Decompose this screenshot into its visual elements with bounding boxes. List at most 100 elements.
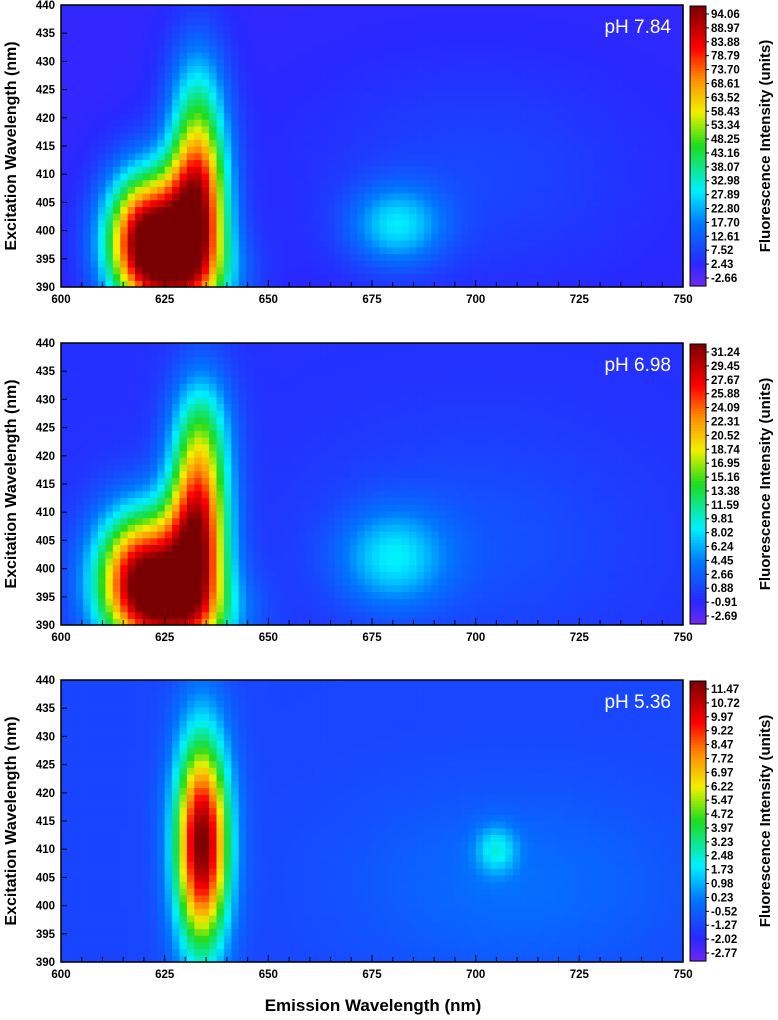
heatmap-cell xyxy=(438,11,447,20)
heatmap-cell xyxy=(668,25,677,33)
heatmap-cell xyxy=(283,132,292,140)
heatmap-cell xyxy=(527,125,536,134)
heatmap-cell xyxy=(542,524,551,532)
heatmap-cell xyxy=(512,179,521,187)
heatmap-cell xyxy=(327,253,336,261)
heatmap-cell xyxy=(209,112,218,120)
heatmap-cell xyxy=(164,206,173,214)
heatmap-cell xyxy=(349,266,358,275)
heatmap-cell xyxy=(112,213,121,221)
heatmap-cell xyxy=(438,166,447,174)
heatmap-cell xyxy=(253,112,262,120)
heatmap-cell xyxy=(164,105,173,114)
heatmap-cell xyxy=(90,598,99,606)
heatmap-cell xyxy=(223,557,232,566)
heatmap-cell xyxy=(616,578,625,586)
heatmap-cell xyxy=(209,199,218,208)
heatmap-cell xyxy=(453,186,462,194)
heatmap-cell xyxy=(631,246,640,255)
heatmap-cell xyxy=(409,139,418,147)
heatmap-cell xyxy=(179,253,188,261)
heatmap-cell xyxy=(490,139,499,147)
heatmap-cell xyxy=(201,537,210,546)
heatmap-cell xyxy=(194,544,203,552)
heatmap-cell xyxy=(98,240,107,248)
heatmap-cell xyxy=(497,159,506,167)
heatmap-cell xyxy=(423,598,432,606)
heatmap-cell xyxy=(534,31,543,40)
heatmap-cell xyxy=(283,551,292,559)
heatmap-cell xyxy=(579,38,588,46)
heatmap-cell xyxy=(401,65,410,73)
heatmap-cell xyxy=(75,246,84,255)
heatmap-cell xyxy=(542,172,551,181)
heatmap-cell xyxy=(164,38,173,46)
heatmap-cell xyxy=(675,125,684,134)
heatmap-cell xyxy=(283,11,292,20)
heatmap-cell xyxy=(453,544,462,552)
heatmap-cell xyxy=(608,537,617,546)
heatmap-cell xyxy=(542,611,551,619)
heatmap-cell xyxy=(275,260,284,268)
heatmap-cell xyxy=(586,159,595,167)
heatmap-cell xyxy=(312,186,321,194)
heatmap-cell xyxy=(357,132,366,140)
heatmap-cell xyxy=(542,38,551,46)
heatmap-cell xyxy=(216,226,225,234)
heatmap-cell xyxy=(283,524,292,532)
heatmap-cell xyxy=(416,125,425,134)
heatmap-cell xyxy=(401,105,410,114)
heatmap-cell xyxy=(253,105,262,114)
heatmap-cell xyxy=(320,273,329,281)
heatmap-cell xyxy=(342,584,351,593)
heatmap-cell xyxy=(142,611,151,619)
heatmap-cell xyxy=(290,31,299,40)
heatmap-cell xyxy=(334,146,343,154)
heatmap-cell xyxy=(616,25,625,33)
heatmap-cell xyxy=(238,618,247,626)
heatmap-cell xyxy=(327,99,336,107)
heatmap-cell xyxy=(112,578,121,586)
heatmap-cell xyxy=(557,72,566,80)
heatmap-cell xyxy=(268,219,277,228)
heatmap-cell xyxy=(357,166,366,174)
heatmap-cell xyxy=(668,125,677,134)
heatmap-cell xyxy=(527,105,536,114)
heatmap-cell xyxy=(283,618,292,626)
heatmap-cell xyxy=(194,604,203,613)
heatmap-cell xyxy=(608,99,617,107)
heatmap-cell xyxy=(327,273,336,281)
heatmap-cell xyxy=(209,99,218,107)
heatmap-cell xyxy=(645,584,654,593)
heatmap-cell xyxy=(135,125,144,134)
heatmap-cell xyxy=(201,65,210,73)
heatmap-cell xyxy=(579,266,588,275)
heatmap-cell xyxy=(372,186,380,194)
heatmap-cell xyxy=(68,266,77,275)
heatmap-cell xyxy=(253,139,262,147)
heatmap-cell xyxy=(631,92,640,100)
heatmap-cell xyxy=(260,166,269,174)
heatmap-cell xyxy=(105,524,114,532)
heatmap-cell xyxy=(372,604,380,613)
heatmap-cell xyxy=(135,179,144,187)
heatmap-cell xyxy=(623,246,632,255)
heatmap-cell xyxy=(638,219,647,228)
heatmap-cell xyxy=(446,58,455,67)
heatmap-cell xyxy=(653,105,662,114)
heatmap-cell xyxy=(223,544,232,552)
heatmap-cell xyxy=(357,65,366,73)
heatmap-cell xyxy=(401,557,410,566)
heatmap-cell xyxy=(98,544,107,552)
heatmap-cell xyxy=(342,172,351,181)
heatmap-cell xyxy=(645,152,654,161)
heatmap-cell xyxy=(275,611,284,619)
heatmap-cell xyxy=(364,45,373,53)
heatmap-cell xyxy=(468,199,477,208)
heatmap-cell xyxy=(386,159,395,167)
heatmap-cell xyxy=(557,611,566,619)
colorbar-tick-label: 58.43 xyxy=(711,106,740,118)
heatmap-cell xyxy=(386,105,395,114)
heatmap-cell xyxy=(512,219,521,228)
colorbar: 94.0688.9783.8878.7973.7068.6163.5258.43… xyxy=(689,5,774,287)
